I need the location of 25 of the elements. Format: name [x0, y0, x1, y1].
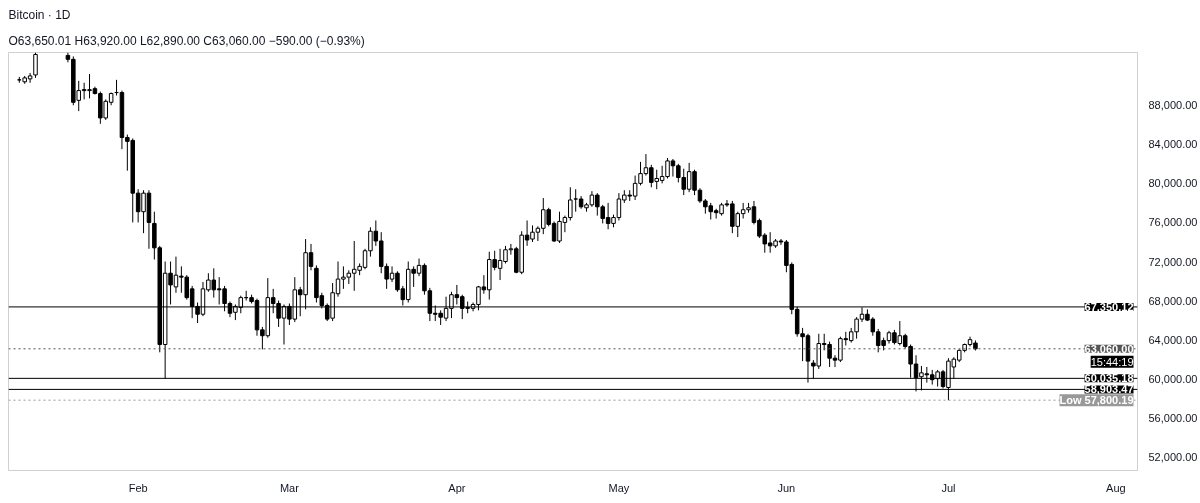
y-tick-label: 64,000.00: [1148, 333, 1198, 346]
y-tick-label: 72,000.00: [1148, 255, 1198, 268]
y-tick-label: 60,000.00: [1148, 372, 1198, 385]
y-tick-label: 52,000.00: [1148, 450, 1198, 463]
annotation: 15:44:19: [1090, 355, 1134, 368]
y-tick-label: 68,000.00: [1148, 294, 1198, 307]
y-tick-label: 88,000.00: [1148, 99, 1198, 112]
y-tick-label: 56,000.00: [1148, 411, 1198, 424]
chart-subtitle: O63,650.01 H63,920.00 L62,890.00 C63,060.00 −590.00 (−0.93%): [8, 33, 365, 48]
x-tick-label: Feb: [128, 481, 148, 494]
x-tick-label: May: [608, 481, 630, 494]
ref-line-label: Low 57,800.19: [1059, 394, 1134, 407]
x-tick-label: Mar: [279, 481, 300, 494]
ref-line-label: 60,035.18: [1084, 372, 1134, 385]
y-tick-label: 76,000.00: [1148, 216, 1198, 229]
x-tick-label: Apr: [448, 481, 466, 494]
ref-line-label: 67,350.12: [1084, 300, 1134, 313]
x-tick-label: Jun: [777, 481, 796, 494]
chart-title: Bitcoin · 1D: [8, 7, 71, 22]
ref-line-label: 63,060.00: [1084, 342, 1134, 355]
x-tick-label: Aug: [1106, 481, 1126, 494]
y-tick-label: 84,000.00: [1148, 138, 1198, 151]
ref-line-label: 58,903.47: [1084, 383, 1134, 396]
x-tick-label: Jul: [941, 481, 956, 494]
y-tick-label: 80,000.00: [1148, 177, 1198, 190]
